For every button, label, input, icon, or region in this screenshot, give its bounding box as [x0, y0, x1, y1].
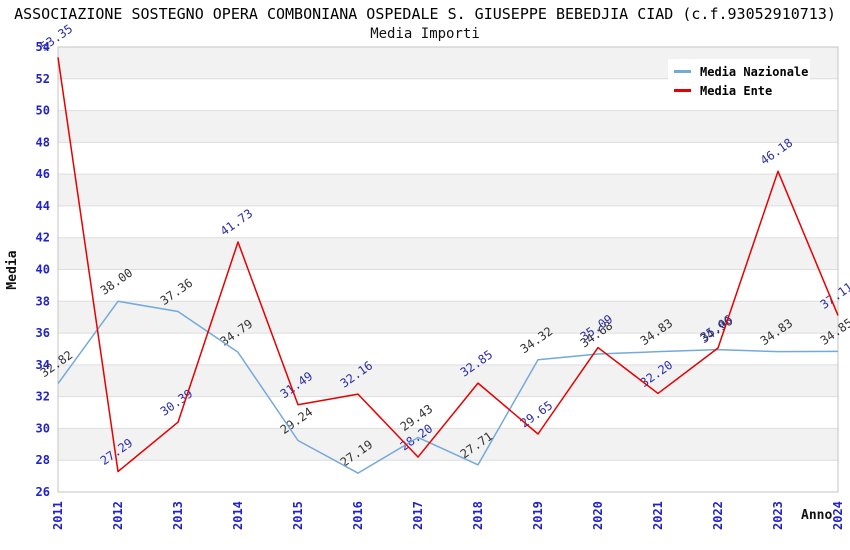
x-tick-label: 2021: [651, 501, 665, 530]
x-axis-title: Anno: [801, 508, 833, 523]
x-tick-label: 2014: [231, 501, 245, 530]
x-tick-label: 2018: [471, 501, 485, 530]
legend-swatch-nazionale-icon: [674, 70, 691, 73]
x-tick-label: 2019: [531, 501, 545, 530]
y-tick-label: 36: [36, 326, 50, 340]
x-tick-label: 2020: [591, 501, 605, 530]
y-tick-label: 44: [36, 199, 50, 213]
legend-swatch-ente-icon: [674, 89, 691, 92]
x-tick-label: 2011: [51, 501, 65, 530]
plot-band: [58, 301, 838, 334]
y-tick-label: 26: [36, 485, 50, 499]
legend-item-media-nazionale: Media Nazionale: [674, 62, 809, 81]
y-tick-label: 52: [36, 72, 50, 86]
chart-subtitle: Media Importi: [370, 26, 480, 42]
legend-label-nazionale: Media Nazionale: [700, 64, 809, 79]
y-axis-title: Media: [5, 250, 20, 290]
y-tick-label: 38: [36, 294, 50, 308]
x-tick-label: 2015: [291, 501, 305, 530]
data-label: 29.65: [518, 398, 556, 430]
plot-band: [58, 364, 838, 397]
data-label: 41.73: [218, 206, 256, 238]
x-tick-label: 2017: [411, 501, 425, 530]
y-tick-label: 42: [36, 231, 50, 245]
y-tick-label: 40: [36, 263, 50, 277]
plot-band: [58, 110, 838, 143]
y-tick-label: 46: [36, 167, 50, 181]
legend-label-ente: Media Ente: [700, 83, 773, 98]
y-tick-label: 50: [36, 104, 50, 118]
legend: Media Nazionale Media Ente: [668, 59, 810, 104]
y-tick-label: 28: [36, 453, 50, 467]
chart-title: ASSOCIAZIONE SOSTEGNO OPERA COMBONIANA O…: [14, 5, 836, 23]
x-tick-label: 2013: [171, 501, 185, 530]
x-tick-label: 2023: [771, 501, 785, 530]
series-line-media-nazionale: [57, 300, 839, 474]
data-label: 38.00: [98, 266, 136, 298]
y-tick-label: 34: [36, 358, 50, 372]
y-tick-label: 54: [36, 40, 50, 54]
x-tick-label: 2022: [711, 501, 725, 530]
x-tick-label: 2012: [111, 501, 125, 530]
plot-band: [58, 174, 838, 206]
plot-band: [58, 237, 838, 270]
x-tick-label: 2024: [831, 501, 845, 530]
y-tick-label: 48: [36, 135, 50, 149]
plot-band: [58, 428, 838, 461]
y-tick-label: 32: [36, 390, 50, 404]
x-tick-label: 2016: [351, 501, 365, 530]
legend-item-media-ente: Media Ente: [674, 81, 806, 100]
series-line-media-ente: [57, 57, 839, 473]
y-tick-label: 30: [36, 421, 50, 435]
plot-frame: [57, 46, 839, 493]
